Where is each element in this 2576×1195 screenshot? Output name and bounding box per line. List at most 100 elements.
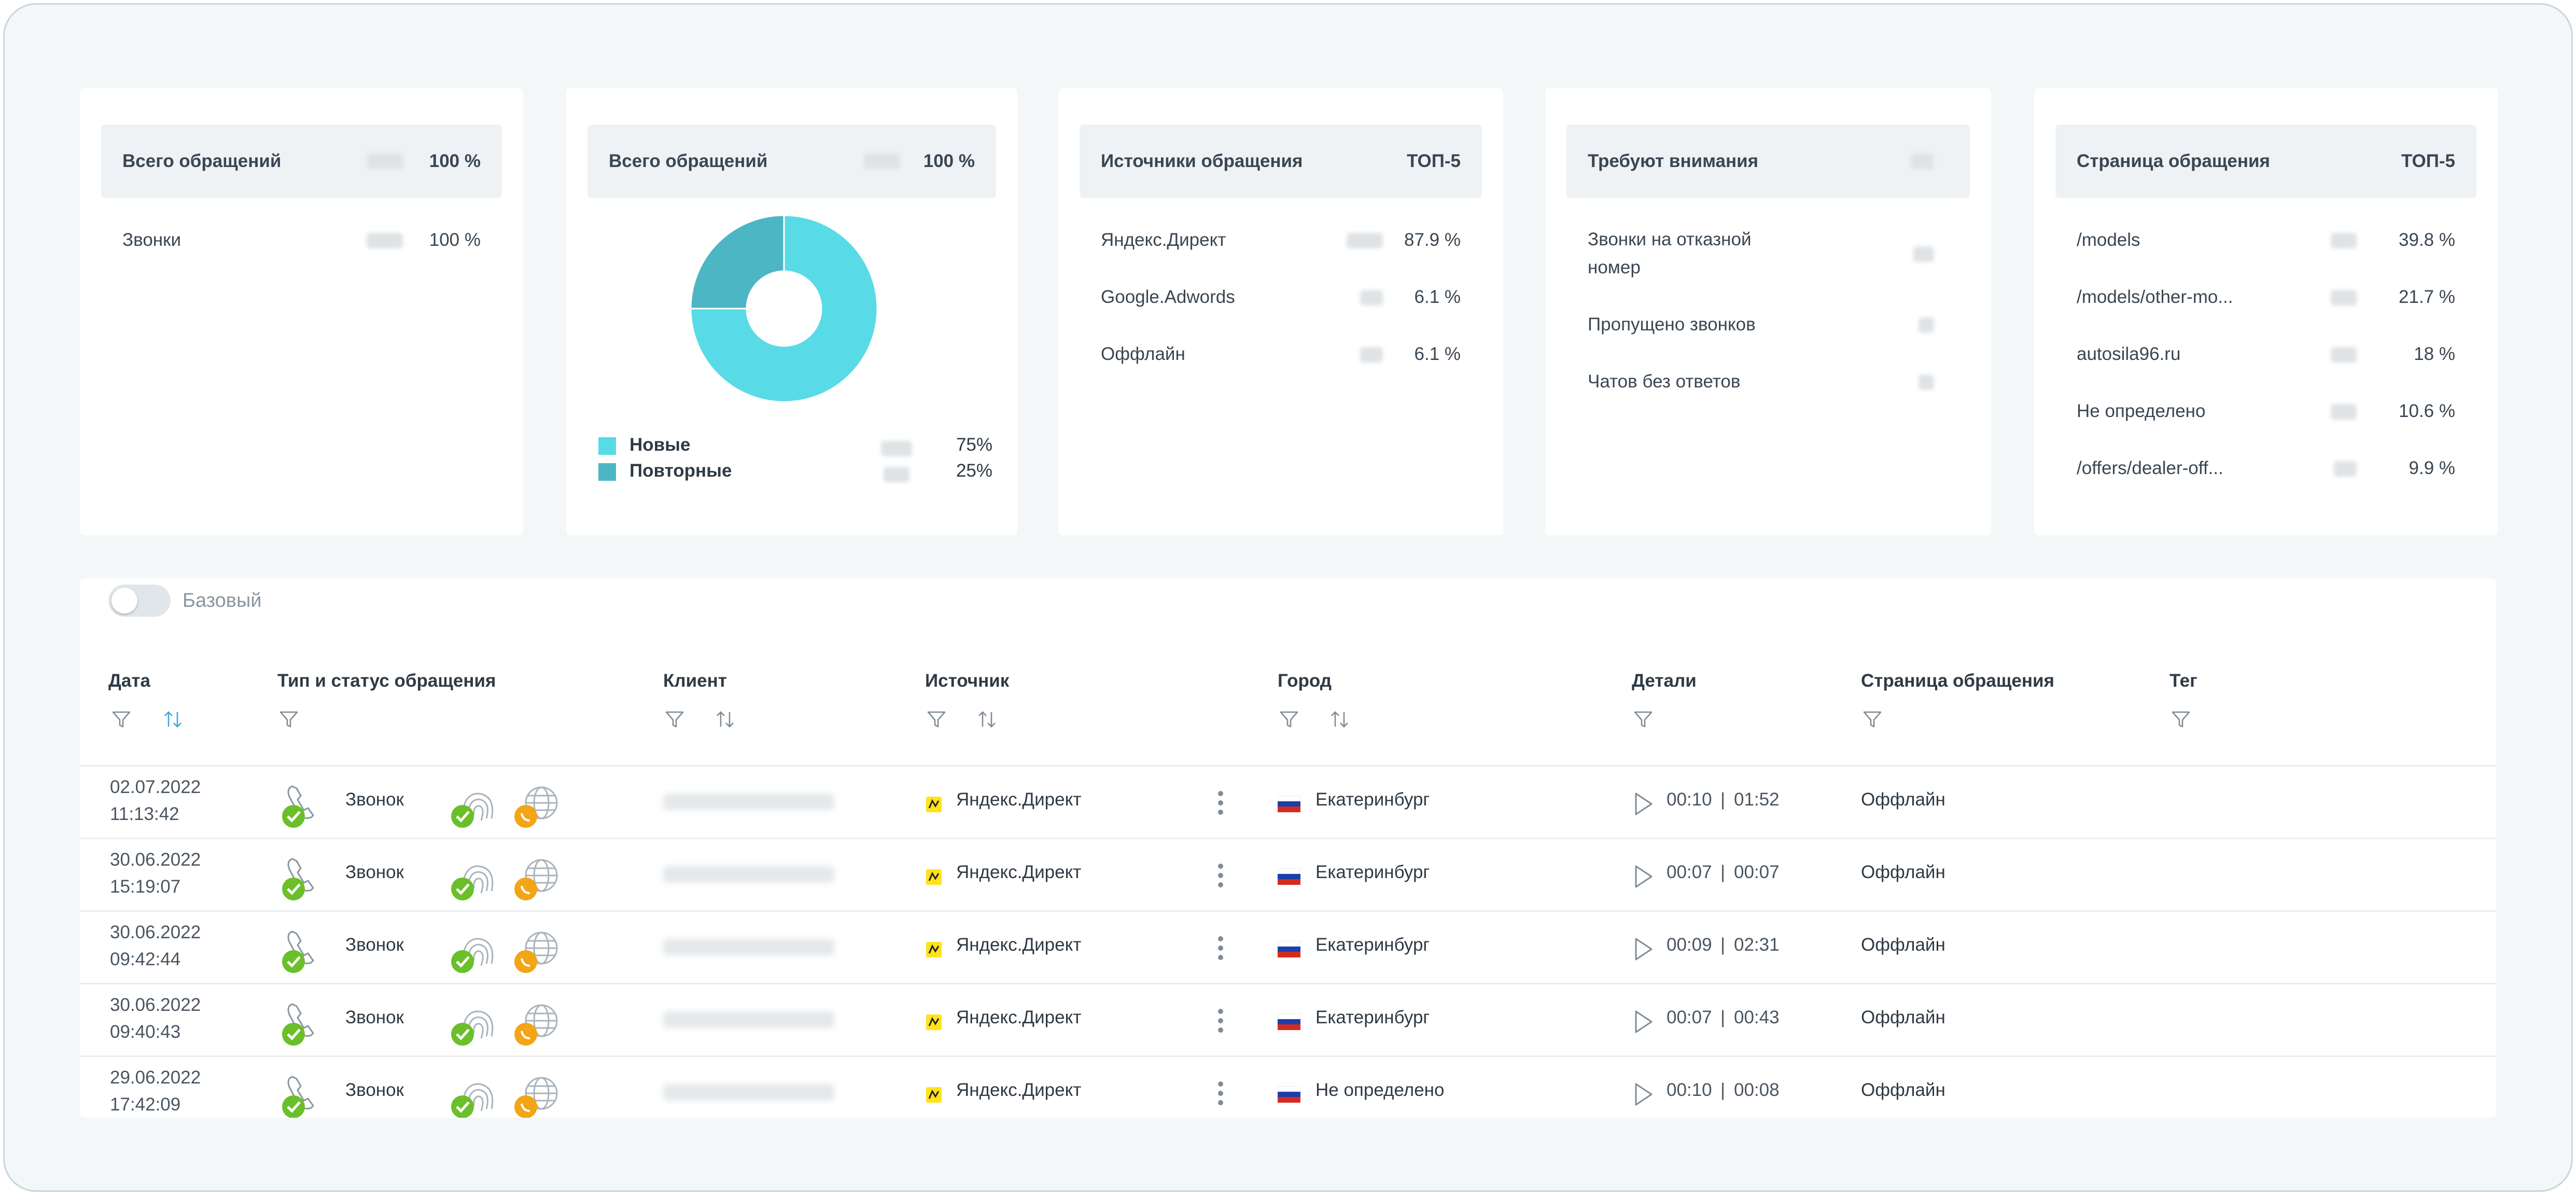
card-sources: Источники обращения ТОП-5 Яндекс.Директ …	[1058, 88, 1503, 535]
header-source: Источник	[925, 671, 1010, 691]
sort-icon[interactable]	[162, 708, 185, 731]
call-duration: 00:07	[1667, 862, 1712, 882]
russia-flag-icon	[1278, 868, 1300, 885]
table-row[interactable]: 30.06.2022 09:40:43 Звонок	[80, 984, 2496, 1057]
yandex-direct-icon	[926, 869, 942, 885]
list-item: /offers/dealer-off... 9.9 %	[2077, 458, 2455, 478]
fingerprint-icon	[451, 1083, 494, 1118]
play-icon[interactable]	[1632, 864, 1655, 889]
filter-icon[interactable]	[110, 708, 133, 731]
russia-flag-icon	[1278, 941, 1300, 957]
city-name: Не определено	[1315, 1080, 1445, 1100]
duration-separator: |	[1720, 935, 1726, 955]
request-type: Звонок	[345, 789, 404, 810]
play-icon[interactable]	[1632, 791, 1655, 816]
toggle-knob	[111, 588, 137, 614]
play-icon[interactable]	[1632, 1082, 1655, 1107]
duration-separator: |	[1720, 862, 1726, 882]
call-total: 01:52	[1734, 789, 1780, 810]
filter-icon[interactable]	[2169, 708, 2192, 731]
date-cell: 30.06.2022 15:19:07	[110, 850, 201, 897]
more-vertical-icon[interactable]	[1215, 1080, 1226, 1107]
card-attention: Требуют внимания Звонки на отказной номе…	[1545, 88, 1991, 535]
list-item: Google.Adwords 6.1 %	[1101, 287, 1461, 307]
card-new-vs-repeat: Всего обращений 100 % Новые 75% Повторны…	[566, 88, 1017, 535]
card-header: Страница обращения ТОП-5	[2055, 124, 2476, 198]
call-status-icon	[282, 930, 314, 973]
table-row[interactable]: 02.07.2022 11:13:42 Звонок	[80, 767, 2496, 839]
play-icon[interactable]	[1632, 1009, 1655, 1034]
list-item: autosila96.ru 18 %	[2077, 344, 2455, 364]
filter-icon[interactable]	[925, 708, 948, 731]
pie-slice-new	[690, 214, 878, 403]
filter-icon[interactable]	[663, 708, 686, 731]
play-icon[interactable]	[1632, 937, 1655, 962]
duration-separator: |	[1720, 1080, 1726, 1100]
table-row[interactable]: 30.06.2022 09:42:44 Звонок	[80, 912, 2496, 984]
table-row[interactable]: 30.06.2022 15:19:07 Звонок	[80, 839, 2496, 912]
list-item: /models/other-mo... 21.7 %	[2077, 287, 2455, 307]
page-name: Оффлайн	[1861, 1080, 1945, 1100]
page-name: Оффлайн	[1861, 862, 1945, 882]
card-title: Страница обращения	[2077, 151, 2270, 171]
page-name: Оффлайн	[1861, 789, 1945, 810]
source-name: Яндекс.Директ	[956, 1007, 1082, 1027]
russia-flag-icon	[1278, 1013, 1300, 1030]
card-header: Источники обращения ТОП-5	[1080, 124, 1482, 198]
call-status-icon	[282, 1003, 314, 1046]
list-item: Чатов без ответов	[1588, 367, 1949, 398]
card-title: Источники обращения	[1101, 151, 1303, 171]
fingerprint-icon	[451, 1010, 494, 1046]
filter-icon[interactable]	[277, 708, 300, 731]
call-total: 00:08	[1734, 1080, 1780, 1100]
client-phone-blurred	[663, 794, 834, 810]
header-tag: Тег	[2169, 671, 2197, 691]
header-type: Тип и статус обращения	[277, 671, 496, 691]
sort-icon[interactable]	[976, 708, 999, 731]
sort-icon[interactable]	[1328, 708, 1351, 731]
header-client: Клиент	[663, 671, 727, 691]
globe-icon	[514, 1004, 558, 1046]
more-vertical-icon[interactable]	[1215, 935, 1226, 962]
city-name: Екатеринбург	[1315, 862, 1430, 882]
basic-mode-toggle[interactable]	[108, 585, 171, 617]
table-row[interactable]: 29.06.2022 17:42:09 Звонок	[80, 1057, 2496, 1118]
call-duration: 00:09	[1667, 935, 1712, 955]
filter-icon[interactable]	[1278, 708, 1300, 731]
yandex-direct-icon	[926, 1015, 942, 1030]
divider	[80, 765, 2496, 767]
date-cell: 30.06.2022 09:40:43	[110, 995, 201, 1042]
call-status-icon	[282, 858, 314, 900]
fingerprint-icon	[451, 793, 494, 828]
more-vertical-icon[interactable]	[1215, 1007, 1226, 1034]
more-vertical-icon[interactable]	[1215, 862, 1226, 889]
duration-separator: |	[1720, 789, 1726, 810]
russia-flag-icon	[1278, 1086, 1300, 1103]
filter-icon[interactable]	[1632, 708, 1655, 731]
sort-icon[interactable]	[714, 708, 737, 731]
card-header: Всего обращений 100 %	[587, 124, 996, 198]
pie-slice-repeat	[690, 214, 785, 310]
card-title: Всего обращений	[122, 151, 282, 171]
page-name: Оффлайн	[1861, 935, 1945, 955]
call-status-icon	[282, 785, 314, 828]
card-total-value: 100 %	[923, 151, 975, 171]
globe-icon	[514, 932, 558, 973]
donut-chart	[690, 214, 878, 403]
client-phone-blurred	[663, 939, 834, 955]
divider	[80, 983, 2496, 984]
legend-swatch	[598, 437, 616, 455]
source-name: Яндекс.Директ	[956, 862, 1082, 882]
divider	[80, 838, 2496, 839]
more-vertical-icon[interactable]	[1215, 789, 1226, 816]
request-type: Звонок	[345, 1007, 404, 1027]
card-total-value: 100 %	[429, 151, 481, 171]
call-status-icon	[282, 1076, 314, 1118]
divider	[80, 1055, 2496, 1057]
globe-icon	[514, 859, 558, 900]
filter-icon[interactable]	[1861, 708, 1884, 731]
city-name: Екатеринбург	[1315, 1007, 1430, 1027]
source-name: Яндекс.Директ	[956, 935, 1082, 955]
legend-item-new: Новые 75%	[598, 435, 992, 456]
list-item: /models 39.8 %	[2077, 230, 2455, 250]
